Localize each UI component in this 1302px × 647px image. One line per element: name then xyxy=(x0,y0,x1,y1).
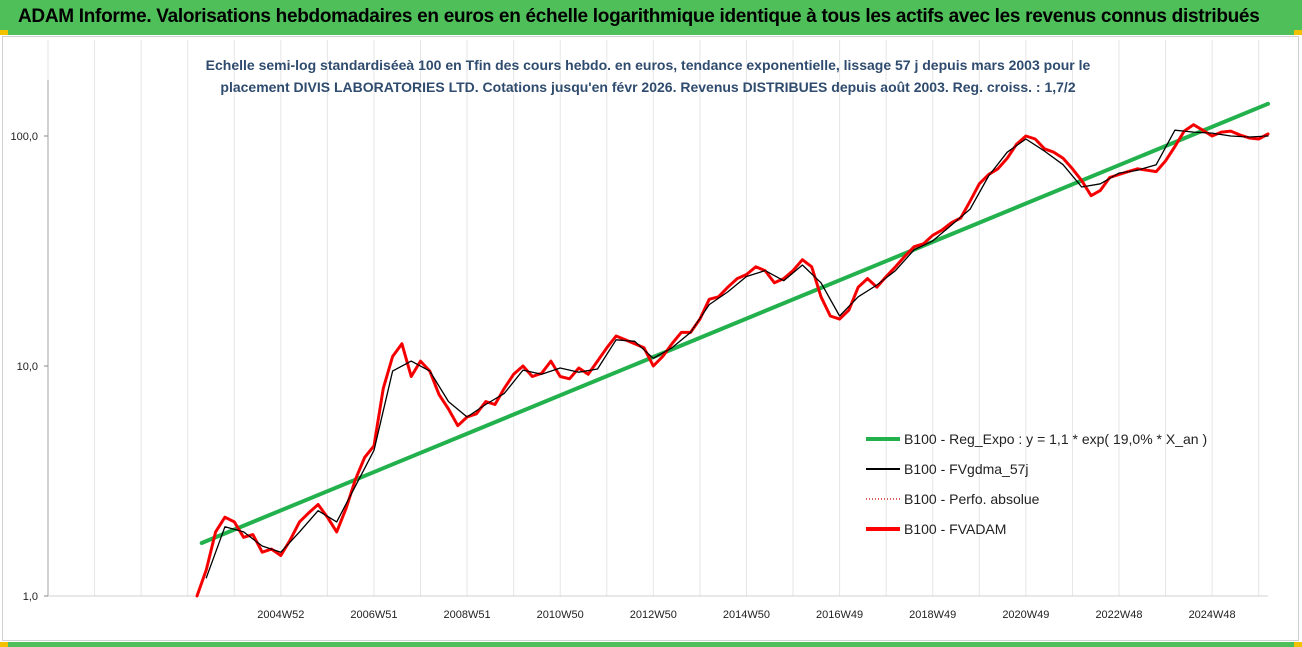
y-tick-label: 1,0 xyxy=(23,591,38,603)
header-corner-right xyxy=(1294,30,1302,35)
legend-label-trend: B100 - Reg_Expo : y = 1,1 * exp( 19,0% *… xyxy=(904,431,1207,447)
header-title: ADAM Informe. Valorisations hebdomadaire… xyxy=(18,6,1260,27)
series-fvadam-line xyxy=(195,123,1270,598)
header-corner-left xyxy=(0,30,8,35)
x-tick-label: 2012W50 xyxy=(630,609,677,621)
footer-bar xyxy=(0,642,1302,647)
series-perfo-absolue-line xyxy=(196,124,1269,597)
y-ticks: 1,0 10,0 100,0 xyxy=(10,131,48,603)
x-tick-label: 2010W50 xyxy=(537,609,584,621)
x-tick-label: 2018W49 xyxy=(909,609,956,621)
series-reg-expo-line xyxy=(199,101,1270,545)
chart-frame xyxy=(2,36,1299,641)
x-tick-label: 2024W48 xyxy=(1189,609,1236,621)
grid-lines xyxy=(47,40,1260,596)
y-tick-label: 100,0 xyxy=(10,131,38,143)
x-tick-label: 2006W51 xyxy=(350,609,397,621)
x-tick-label: 2004W52 xyxy=(257,609,304,621)
x-tick-label: 2016W49 xyxy=(816,609,863,621)
footer-corner-right xyxy=(1294,642,1302,647)
chart-subtitle-line-1: Echelle semi-log standardiséeà 100 en Tf… xyxy=(206,57,1091,73)
x-tick-label: 2014W50 xyxy=(723,609,770,621)
x-tick-label: 2020W49 xyxy=(1002,609,1049,621)
x-ticks: 2004W52 2006W51 2008W51 2010W50 2012W50 2014W… xyxy=(257,609,1235,621)
y-tick-label: 10,0 xyxy=(17,361,38,373)
header-bar: ADAM Informe. Valorisations hebdomadaire… xyxy=(0,0,1302,35)
footer-corner-left xyxy=(0,642,8,647)
series-lines xyxy=(195,101,1270,598)
legend-label-perf: B100 - Perfo. absolue xyxy=(904,491,1040,507)
legend: B100 - Reg_Expo : y = 1,1 * exp( 19,0% *… xyxy=(866,431,1207,537)
legend-label-smooth: B100 - FVgdma_57j xyxy=(904,461,1029,477)
legend-label-fvadam: B100 - FVADAM xyxy=(904,521,1006,537)
series-fvgdma-57j-line xyxy=(205,129,1269,579)
chart-subtitle-line-2: placement DIVIS LABORATORIES LTD. Cotati… xyxy=(220,79,1075,95)
x-tick-label: 2022W48 xyxy=(1095,609,1142,621)
x-tick-label: 2008W51 xyxy=(444,609,491,621)
